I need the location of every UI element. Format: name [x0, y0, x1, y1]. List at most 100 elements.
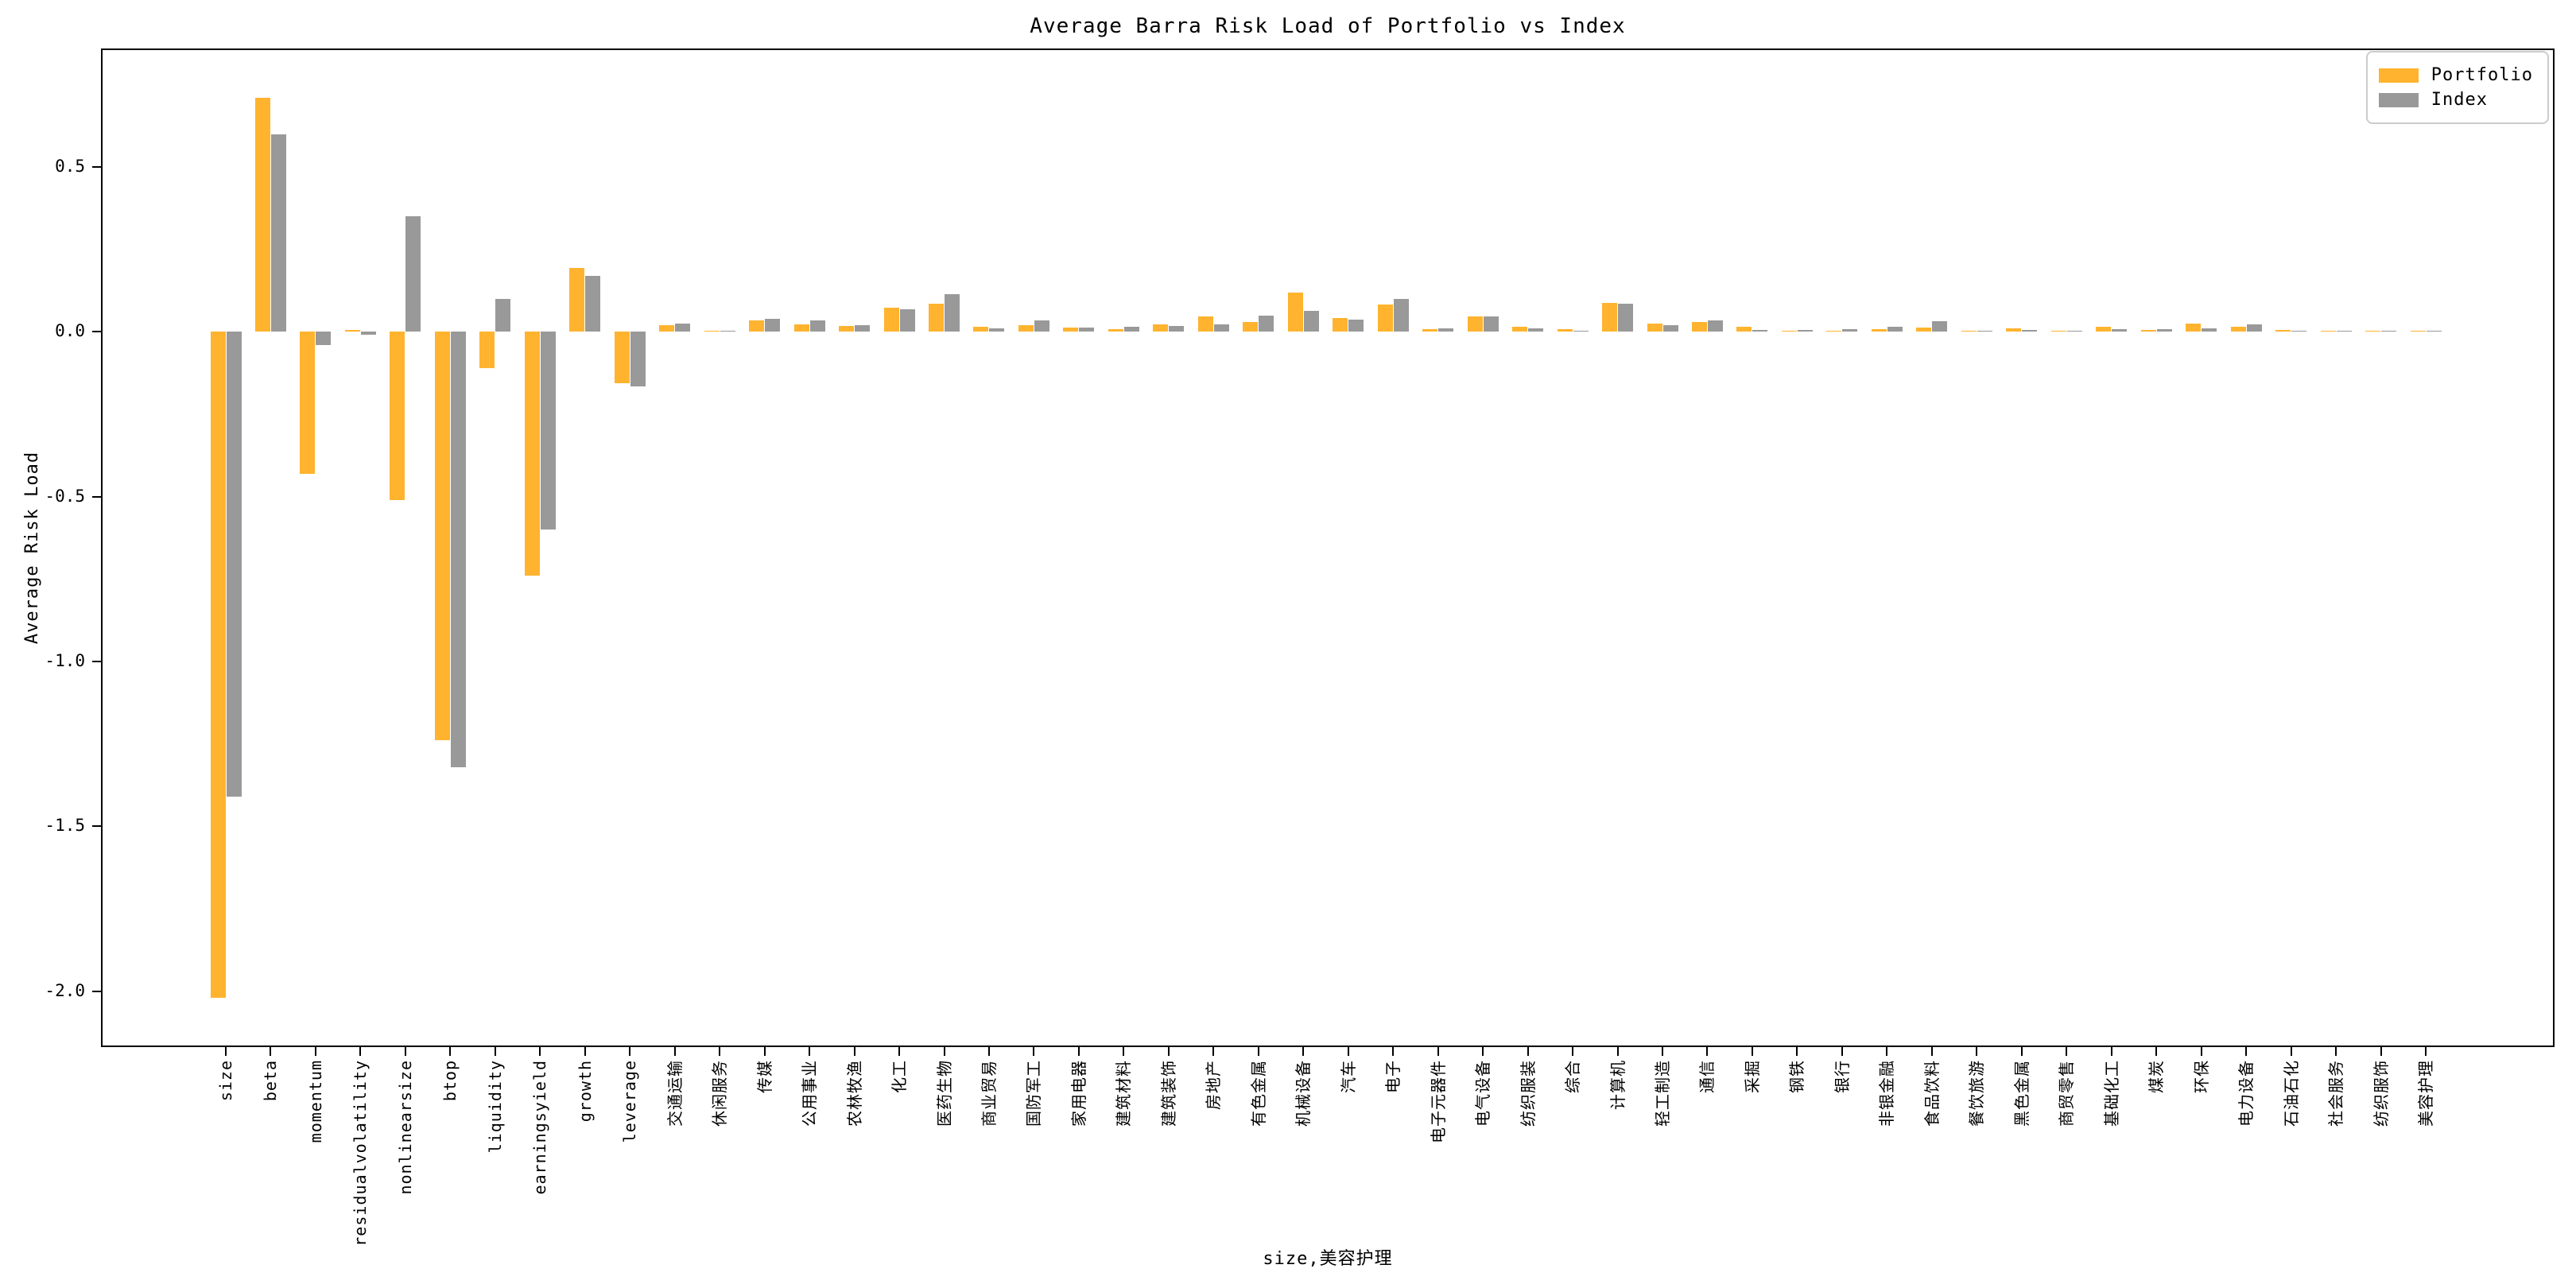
- bar-index-基础化工: [2112, 329, 2128, 332]
- bar-portfolio-nonlinearsize: [390, 332, 405, 500]
- x-tick-mark: [1257, 1047, 1259, 1056]
- bar-index-商贸零售: [2066, 330, 2082, 332]
- y-tick-mark: [92, 825, 101, 828]
- bar-index-美容护理: [2426, 330, 2442, 332]
- bar-index-growth: [585, 276, 601, 332]
- x-tick-label: 传媒: [755, 1060, 774, 1093]
- x-tick-label: momentum: [305, 1060, 325, 1143]
- bar-index-食品饮料: [1932, 320, 1948, 332]
- bar-portfolio-非银金融: [1871, 329, 1887, 332]
- x-axis-label: size,美容护理: [1263, 1249, 1393, 1269]
- x-tick-mark: [584, 1047, 586, 1056]
- bar-portfolio-纺织服装: [1512, 326, 1528, 332]
- bar-index-nonlinearsize: [405, 216, 421, 332]
- y-tick-mark: [92, 166, 101, 169]
- x-tick-label: 社会服务: [2326, 1060, 2346, 1127]
- y-tick-mark: [92, 495, 101, 498]
- bar-portfolio-煤炭: [2140, 330, 2156, 332]
- x-tick-label: 交通运输: [665, 1060, 685, 1127]
- legend-item-portfolio: Portfolio: [2378, 65, 2533, 85]
- bar-portfolio-综合: [1557, 328, 1573, 332]
- x-tick-mark: [2335, 1047, 2337, 1056]
- x-tick-label: 家用电器: [1069, 1060, 1088, 1127]
- bar-index-商业贸易: [989, 328, 1005, 332]
- portfolio-swatch-icon: [2378, 68, 2419, 83]
- x-tick-mark: [2380, 1047, 2382, 1056]
- x-tick-mark: [1392, 1047, 1395, 1056]
- bar-index-非银金融: [1887, 327, 1903, 332]
- x-tick-label: liquidity: [485, 1060, 505, 1154]
- bar-index-公用事业: [809, 320, 825, 332]
- bar-portfolio-国防军工: [1018, 325, 1034, 332]
- bar-portfolio-建筑装饰: [1153, 324, 1169, 332]
- x-tick-label: 农林牧渔: [844, 1060, 864, 1127]
- bar-portfolio-机械设备: [1287, 292, 1303, 332]
- x-tick-mark: [763, 1047, 766, 1056]
- x-tick-mark: [1616, 1047, 1619, 1056]
- x-tick-mark: [2110, 1047, 2112, 1056]
- x-tick-mark: [1841, 1047, 1843, 1056]
- bar-portfolio-医药生物: [929, 303, 944, 332]
- bar-index-黑色金属: [2022, 330, 2038, 332]
- bar-portfolio-社会服务: [2320, 330, 2336, 332]
- y-tick-label: -2.0: [45, 980, 85, 1000]
- x-tick-label: 商贸零售: [2057, 1060, 2077, 1127]
- legend-label-portfolio: Portfolio: [2431, 65, 2533, 85]
- x-tick-label: 食品饮料: [1922, 1060, 1942, 1127]
- x-tick-mark: [1930, 1047, 1933, 1056]
- x-tick-label: 综合: [1563, 1060, 1583, 1093]
- x-tick-mark: [987, 1047, 990, 1056]
- x-tick-mark: [1437, 1047, 1439, 1056]
- x-tick-mark: [629, 1047, 631, 1056]
- x-tick-label: 黑色金属: [2012, 1060, 2031, 1127]
- x-tick-label: 公用事业: [800, 1060, 820, 1127]
- x-tick-mark: [1527, 1047, 1529, 1056]
- bar-portfolio-基础化工: [2096, 327, 2112, 332]
- x-tick-label: 钢铁: [1787, 1060, 1807, 1093]
- bar-index-休闲服务: [720, 330, 735, 332]
- bar-index-环保: [2202, 328, 2217, 332]
- x-tick-label: 商业贸易: [979, 1060, 999, 1127]
- x-tick-mark: [1706, 1047, 1709, 1056]
- x-tick-label: 计算机: [1608, 1060, 1627, 1110]
- bar-index-化工: [899, 308, 915, 332]
- bar-index-煤炭: [2156, 328, 2172, 332]
- bar-portfolio-通信: [1691, 321, 1707, 332]
- bar-index-size: [226, 332, 242, 797]
- y-tick-mark: [92, 331, 101, 333]
- bar-index-电气设备: [1483, 316, 1499, 332]
- x-tick-mark: [2245, 1047, 2248, 1056]
- x-tick-mark: [1123, 1047, 1125, 1056]
- x-tick-mark: [1347, 1047, 1349, 1056]
- x-tick-label: 美容护理: [2416, 1060, 2435, 1127]
- x-tick-label: 采掘: [1742, 1060, 1762, 1093]
- x-tick-mark: [494, 1047, 496, 1056]
- x-tick-label: 非银金融: [1877, 1060, 1897, 1127]
- bar-index-社会服务: [2336, 330, 2352, 332]
- bar-index-医药生物: [945, 293, 960, 332]
- x-tick-label: 房地产: [1204, 1060, 1224, 1110]
- x-tick-mark: [2020, 1047, 2023, 1056]
- x-tick-mark: [359, 1047, 362, 1056]
- bar-index-国防军工: [1034, 320, 1049, 332]
- bar-index-采掘: [1752, 329, 1768, 332]
- bar-portfolio-家用电器: [1063, 328, 1079, 332]
- y-tick-label: 0.0: [55, 321, 85, 341]
- bar-portfolio-纺织服饰: [2365, 330, 2381, 332]
- bar-portfolio-采掘: [1736, 327, 1752, 332]
- x-tick-mark: [853, 1047, 855, 1056]
- bar-index-residualvolatility: [360, 332, 376, 335]
- x-tick-mark: [404, 1047, 406, 1056]
- x-tick-label: 电子: [1383, 1060, 1403, 1093]
- bar-index-银行: [1842, 329, 1858, 332]
- bar-portfolio-环保: [2186, 324, 2202, 332]
- bar-index-交通运输: [675, 323, 691, 332]
- x-tick-mark: [2155, 1047, 2158, 1056]
- bar-index-纺织服装: [1528, 328, 1544, 332]
- x-tick-label: 餐饮旅游: [1967, 1060, 1987, 1127]
- x-tick-label: 轻工制造: [1653, 1060, 1673, 1127]
- bar-portfolio-交通运输: [659, 325, 675, 332]
- x-tick-mark: [2425, 1047, 2427, 1056]
- x-tick-label: 国防军工: [1024, 1060, 1044, 1127]
- x-tick-mark: [2066, 1047, 2068, 1056]
